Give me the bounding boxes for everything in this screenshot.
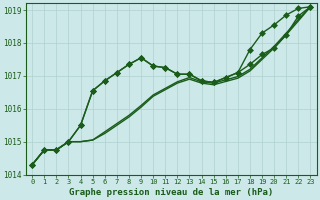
X-axis label: Graphe pression niveau de la mer (hPa): Graphe pression niveau de la mer (hPa) bbox=[69, 188, 274, 197]
